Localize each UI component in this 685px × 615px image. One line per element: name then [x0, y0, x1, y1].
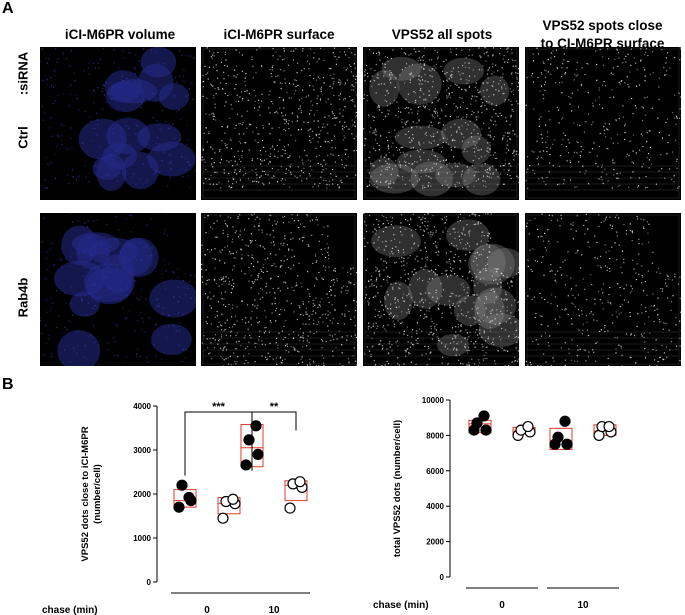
- y-tick-label: 10000: [422, 396, 445, 405]
- x-axis-label: chase (min): [373, 600, 429, 611]
- data-point: [227, 493, 239, 505]
- x-group-label: 10: [577, 600, 589, 611]
- data-point: [240, 459, 252, 471]
- micrograph-rab4b-surface: [201, 213, 357, 366]
- data-point: [183, 491, 195, 504]
- micrograph-ctrl-close-spots: [525, 47, 681, 200]
- data-point: [176, 479, 188, 491]
- panel-b-letter: B: [2, 376, 14, 393]
- data-point: [252, 448, 264, 460]
- y-tick-label: 3000: [133, 446, 151, 455]
- significance-label: **: [270, 401, 279, 413]
- micrograph-rab4b-volume: [40, 213, 196, 366]
- data-point: [603, 420, 615, 433]
- significance-bracket: [251, 411, 297, 471]
- y-tick-label: 6000: [426, 467, 444, 476]
- micrograph-ctrl-surface: [201, 47, 357, 200]
- y-axis-label: total VPS52 dots (number/cell): [392, 420, 403, 557]
- data-point: [217, 512, 229, 524]
- micrograph-ctrl-all-spots: [363, 47, 519, 200]
- column-header-close-spots-line1: VPS52 spots close: [542, 18, 663, 33]
- y-tick-label: 1000: [133, 534, 151, 543]
- data-point: [478, 410, 490, 422]
- y-tick-label: 4000: [426, 502, 444, 511]
- data-point: [173, 501, 185, 513]
- data-point: [561, 438, 573, 450]
- data-point: [471, 417, 483, 429]
- column-header-volume: iCI-M6PR volume: [64, 27, 176, 42]
- y-tick-label: 0: [147, 578, 152, 587]
- box: [549, 427, 573, 451]
- y-tick-label: 0: [440, 573, 445, 582]
- y-tick-label: 2000: [133, 490, 151, 499]
- y-tick-label: 8000: [426, 431, 444, 440]
- significance-label: ***: [212, 401, 226, 413]
- data-point: [552, 431, 564, 443]
- data-point: [480, 424, 492, 436]
- x-group-label: 0: [499, 600, 505, 611]
- panel-a-letter: A: [2, 0, 14, 17]
- data-point: [559, 415, 571, 427]
- data-point: [250, 420, 262, 432]
- data-point: [294, 476, 306, 488]
- x-group-label: 0: [204, 605, 210, 615]
- chart-vps52-close-dots: 0 1000 2000 3000 4000 VPS52 dots close to iCI…: [42, 401, 310, 615]
- micrograph-rab4b-all-spots: [363, 213, 519, 366]
- y-tick-label: 4000: [133, 402, 151, 411]
- y-axis-label: VPS52 dots close to iCI-M6PR: [80, 426, 91, 561]
- data-point: [522, 420, 534, 433]
- column-header-all-spots: VPS52 all spots: [391, 27, 493, 42]
- micrograph-ctrl-volume: [40, 47, 196, 200]
- data-point: [284, 502, 296, 514]
- column-header-surface: iCI-M6PR surface: [223, 27, 335, 42]
- micrograph-rab4b-close-spots: [525, 213, 681, 366]
- y-tick-label: 2000: [426, 538, 444, 547]
- x-group-label: 10: [268, 605, 280, 615]
- scale-bar: [162, 202, 186, 205]
- x-axis-label: chase (min): [42, 605, 98, 615]
- y-axis-label: (number/cell): [92, 464, 103, 524]
- chart-total-vps52-dots: 0 2000 4000 6000 8000 10000 total VPS52 dots (…: [373, 396, 619, 611]
